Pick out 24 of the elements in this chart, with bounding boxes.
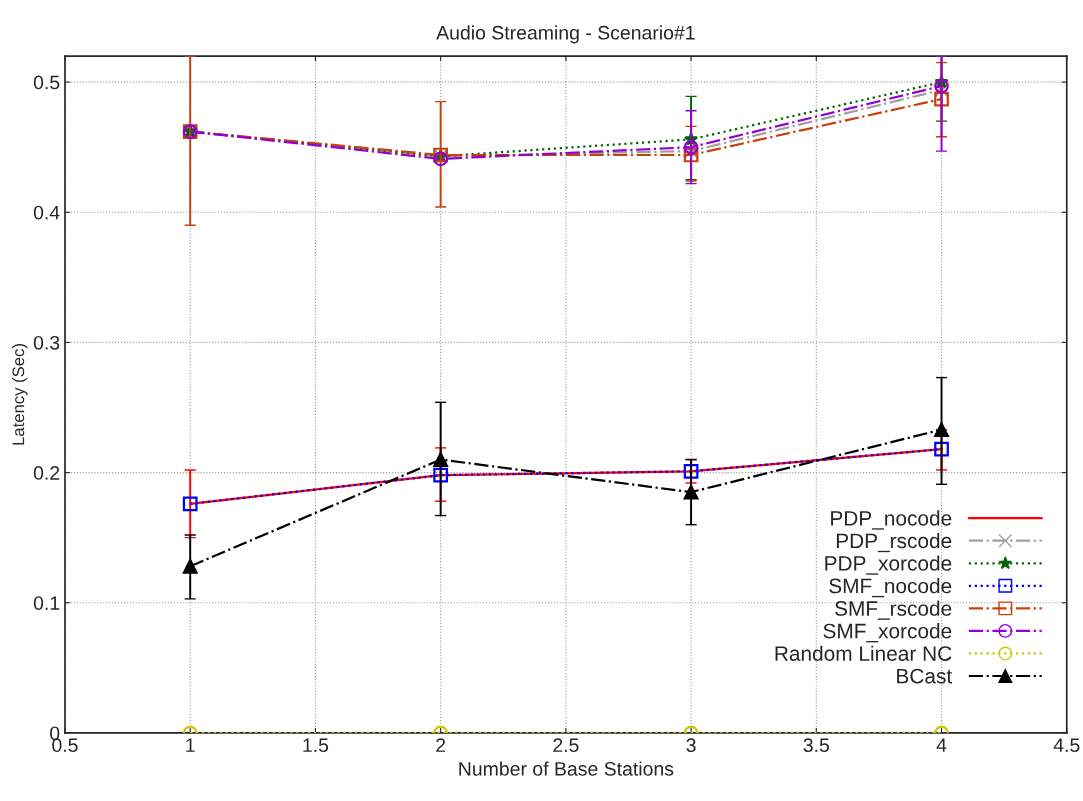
y-tick-label: 0.2 xyxy=(33,466,60,480)
y-axis-title: Latency (Sec) xyxy=(12,344,28,445)
legend-label: SMF_rscode xyxy=(835,600,952,620)
y-tick-label: 0.1 xyxy=(33,596,60,610)
legend-label: PDP_nocode xyxy=(831,510,952,530)
legend-label: Random Linear NC xyxy=(775,645,952,661)
legend-label: SMF_xorcode xyxy=(823,623,952,643)
chart-title: Audio Streaming - Scenario#1 xyxy=(436,25,695,44)
x-tick-label: 2 xyxy=(436,738,446,752)
x-tick-label: 1 xyxy=(186,738,195,752)
legend-label: PDP_xorcode xyxy=(825,555,952,575)
x-axis-title: Number of Base Stations xyxy=(459,761,674,776)
x-tick-label: 3.5 xyxy=(803,738,830,753)
x-tick-label: 4 xyxy=(936,738,947,752)
legend-label: SMF_nocode xyxy=(829,578,952,598)
y-tick-label: 0.3 xyxy=(33,335,60,350)
y-tick-label: 0.5 xyxy=(33,75,60,90)
x-tick-label: 3 xyxy=(686,738,696,753)
x-tick-label: 4.5 xyxy=(1053,738,1080,753)
x-tick-label: 1.5 xyxy=(303,738,329,753)
legend-label: BCast xyxy=(897,668,953,684)
x-tick-label: 2.5 xyxy=(553,738,579,753)
y-tick-label: 0.4 xyxy=(33,205,60,220)
legend-label: PDP_rscode xyxy=(836,532,952,553)
